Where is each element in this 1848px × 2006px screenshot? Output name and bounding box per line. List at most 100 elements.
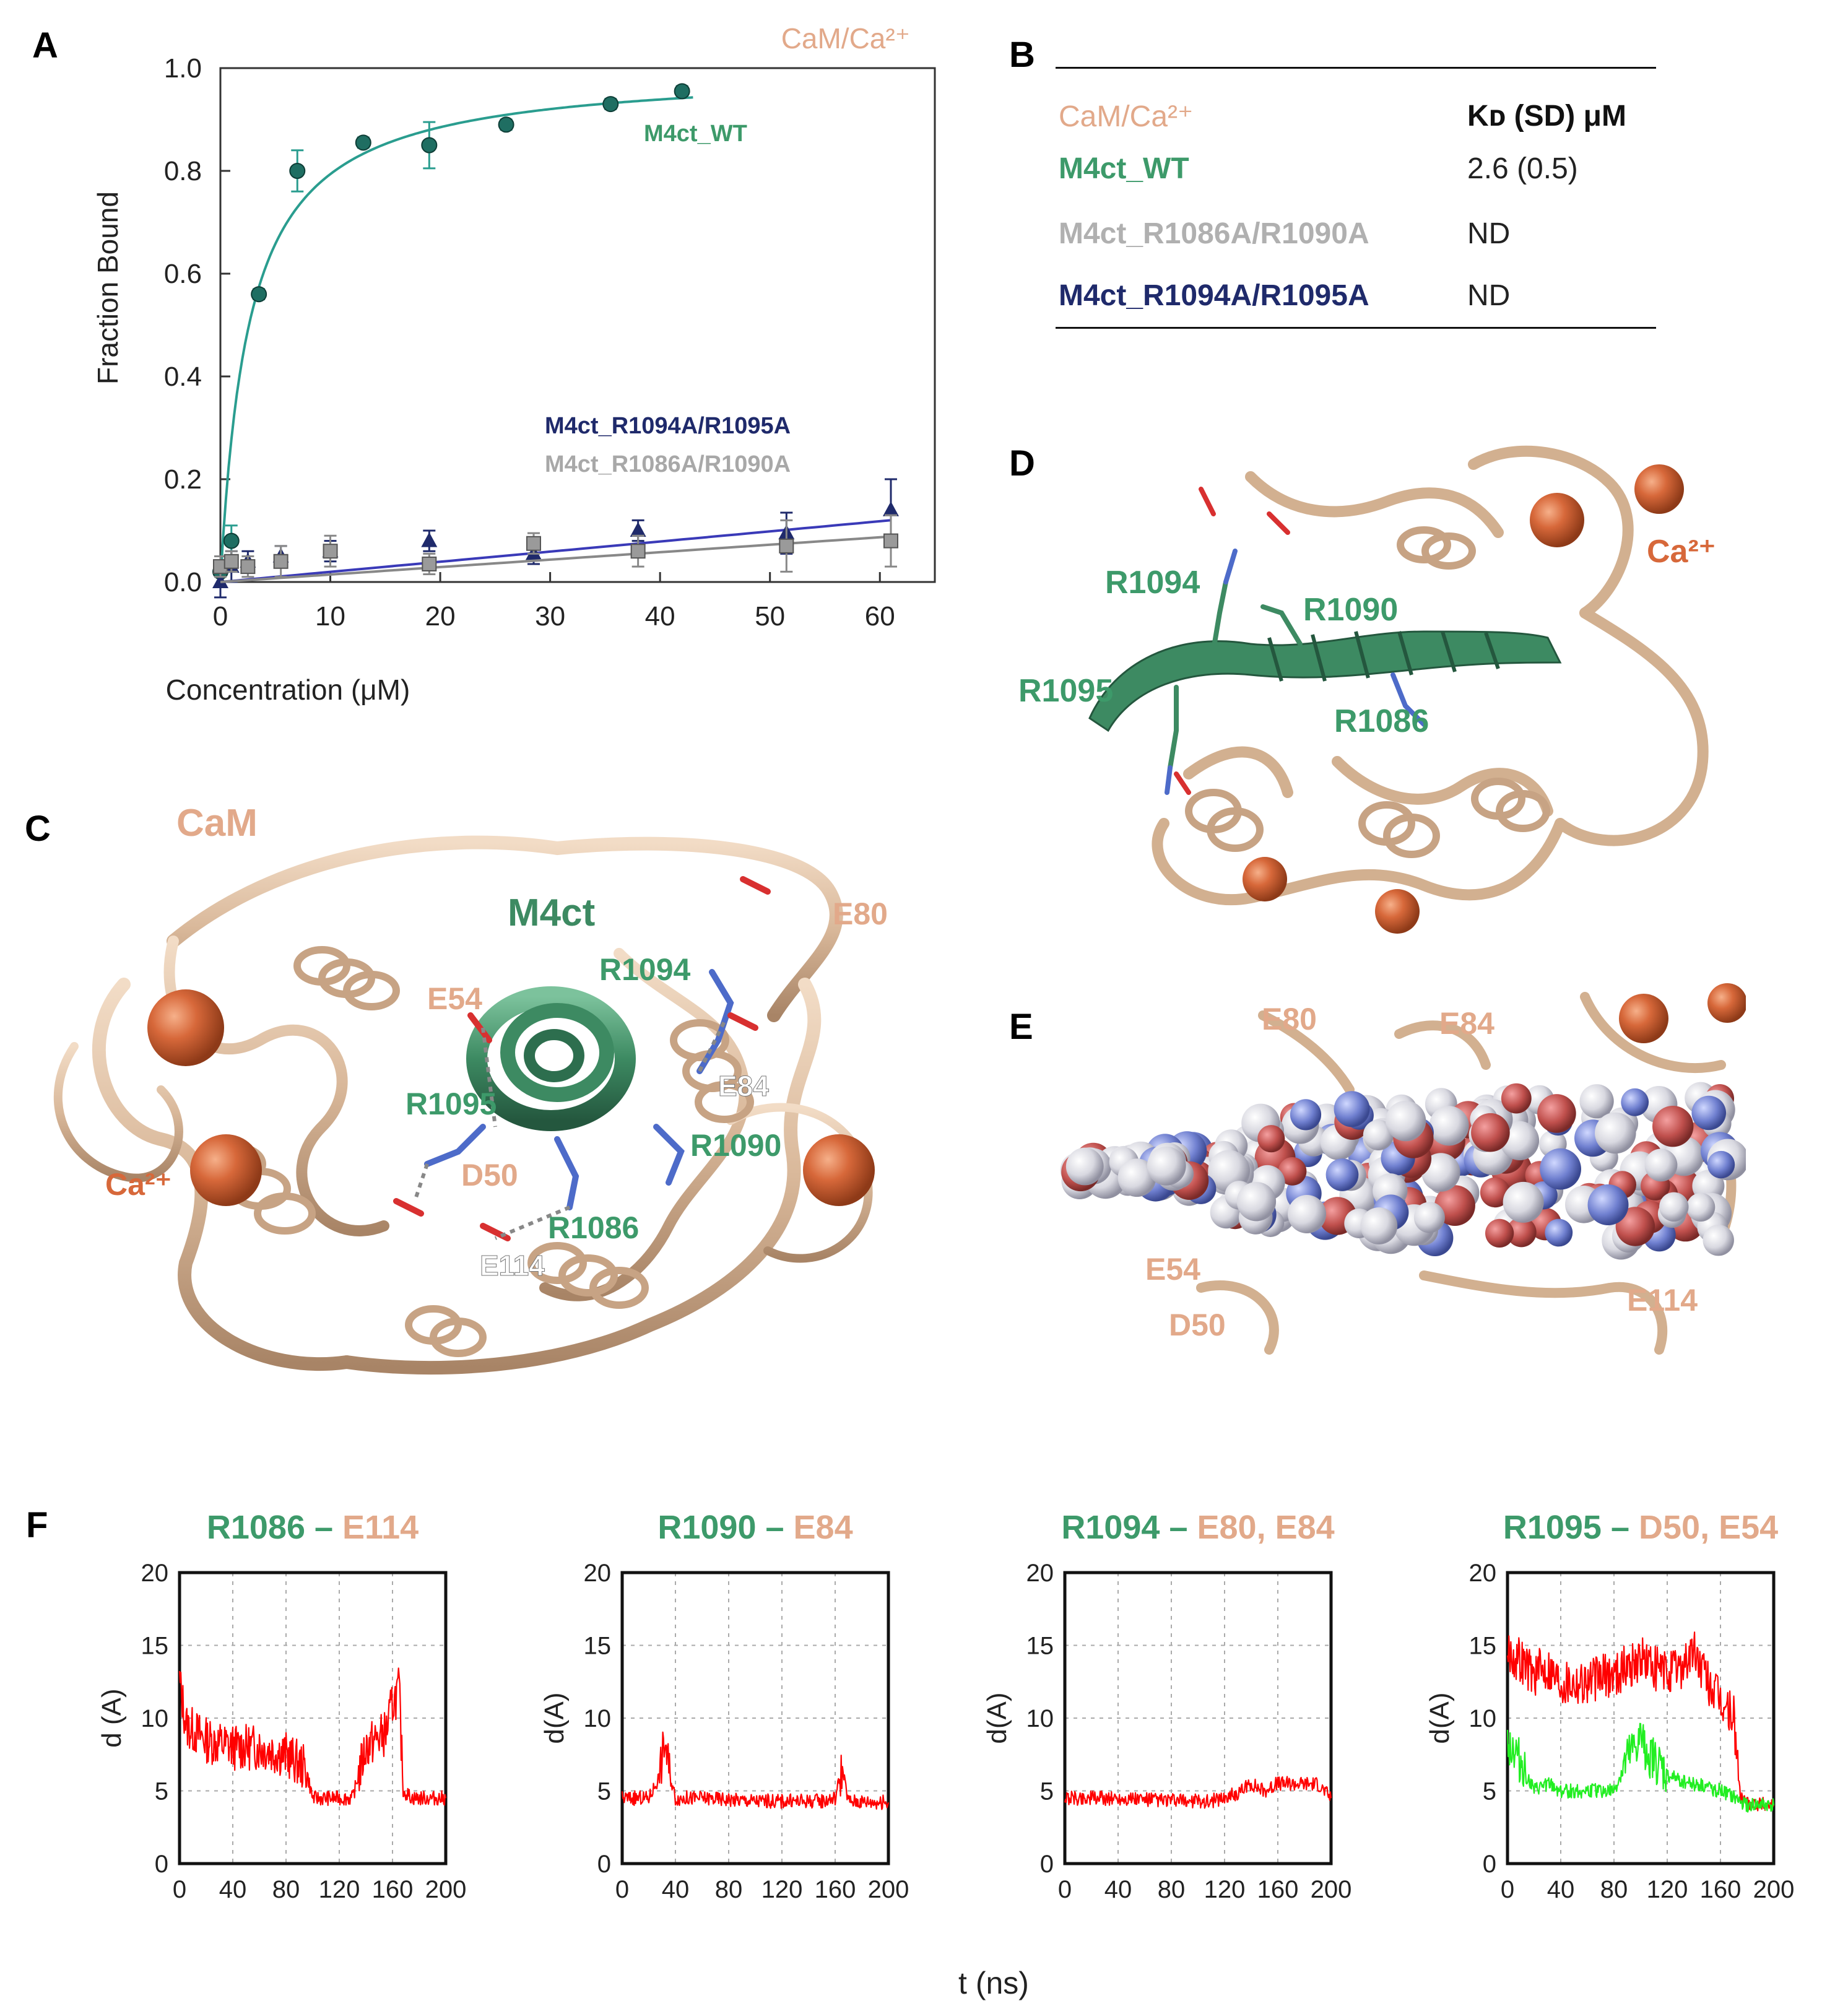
data-point: [526, 536, 541, 551]
label-e54: E54: [427, 981, 482, 1016]
atom-sphere: [1278, 1157, 1307, 1186]
x-tick-label: 120: [319, 1876, 360, 1903]
data-point: [421, 532, 438, 547]
calcium-ion: [1375, 889, 1420, 934]
y-tick-label: 10: [1469, 1705, 1497, 1732]
data-point: [779, 538, 794, 554]
x-tick-label: 160: [372, 1876, 414, 1903]
y-tick-label: 0: [1040, 1851, 1054, 1878]
x-tick-label: 0: [1058, 1876, 1072, 1903]
x-tick-label: 10: [315, 601, 345, 632]
legend-m4ct-r1086a: M4ct_R1086A/R1090A: [545, 451, 791, 477]
data-point: [882, 501, 899, 516]
title-residue-cam: E80, E84: [1187, 1509, 1334, 1546]
title-residue-m4ct: R1090 –: [657, 1509, 784, 1546]
md-chart: R1095 – D50, E54 0 40 80 120 160 200 0 5 10 15 20 d(…: [1425, 1509, 1794, 1903]
x-tick-label: 0: [1501, 1876, 1514, 1903]
x-tick-label: 0: [173, 1876, 186, 1903]
hbond-dashes: [413, 1020, 726, 1240]
m4ct-helix: [1088, 630, 1562, 732]
data-point: [323, 544, 338, 559]
calcium-ion: [1243, 857, 1287, 901]
table-row-value: ND: [1467, 217, 1511, 250]
label-e80: E80: [1262, 1002, 1317, 1036]
atom-sphere: [1471, 1113, 1510, 1152]
atom-sphere: [1288, 1195, 1326, 1233]
chart-a-corner-label: CaM/Ca²⁺: [781, 22, 910, 54]
md-chart: R1086 – E114 0 40 80 120 160 200 0 5 10 15 20 d (A): [97, 1509, 466, 1903]
md-chart-ylabel: d(A): [1425, 1692, 1455, 1743]
atom-sphere: [1686, 1192, 1716, 1222]
md-chart-ylabel: d(A): [539, 1692, 570, 1743]
distance-trace: [1506, 1722, 1775, 1813]
x-tick-label: 40: [645, 601, 675, 632]
table-row-name: M4ct_WT: [1059, 152, 1189, 185]
x-tick-label: 40: [219, 1876, 247, 1903]
data-point: [498, 116, 514, 133]
x-tick-label: 160: [1700, 1876, 1742, 1903]
distance-trace: [621, 1731, 890, 1810]
md-chart-title: R1090 – E84: [657, 1509, 852, 1546]
table-bottom-rule: [1056, 327, 1656, 329]
label-r1095: R1095: [406, 1087, 497, 1121]
data-point: [355, 134, 371, 151]
x-tick-label: 30: [535, 601, 565, 632]
calcium-ion: [1707, 983, 1746, 1023]
label-e54: E54: [1145, 1252, 1200, 1287]
label-d50: D50: [461, 1158, 518, 1192]
atom-sphere: [1703, 1225, 1734, 1256]
md-chart-frame: [1506, 1571, 1776, 1865]
panel-letter-c: C: [25, 809, 51, 849]
calcium-ion: [190, 1134, 262, 1206]
atom-sphere: [1290, 1099, 1322, 1131]
m4ct-helix: [466, 986, 636, 1131]
atom-sphere: [1579, 1084, 1614, 1119]
y-tick-label: 10: [584, 1705, 612, 1732]
atom-sphere: [1117, 1158, 1156, 1197]
x-tick-label: 160: [815, 1876, 856, 1903]
label-r1095: R1095: [1018, 673, 1113, 709]
x-tick-label: 200: [868, 1876, 909, 1903]
panel-letter-e: E: [1009, 1007, 1033, 1047]
atom-sphere: [1540, 1148, 1581, 1190]
y-tick-label: 15: [1026, 1633, 1054, 1660]
fit-line: [220, 519, 891, 583]
label-m4ct: M4ct: [508, 892, 595, 934]
data-point: [240, 559, 256, 575]
atom-sphere: [1501, 1083, 1532, 1114]
x-tick-label: 50: [755, 601, 785, 632]
atom-sphere: [1421, 1153, 1460, 1192]
x-tick-label: 200: [1311, 1876, 1352, 1903]
label-r1094: R1094: [1105, 565, 1200, 601]
y-tick-label: 20: [584, 1560, 612, 1587]
atom-sphere: [1615, 1207, 1655, 1246]
md-chart-title: R1086 – E114: [207, 1509, 419, 1546]
panel-letter-f: F: [26, 1505, 48, 1545]
x-tick-label: 40: [1547, 1876, 1575, 1903]
atom-sphere: [1257, 1125, 1285, 1153]
label-r1094: R1094: [599, 952, 691, 987]
calcium-ion: [1634, 464, 1684, 514]
cam-helix-coils: [204, 946, 754, 1357]
atom-sphere: [1545, 1218, 1573, 1247]
label-e114: E114: [1627, 1283, 1698, 1318]
panel-letter-b: B: [1009, 35, 1035, 75]
panel-letter-a: A: [32, 25, 58, 66]
atom-sphere: [1360, 1207, 1398, 1244]
atom-sphere: [1595, 1112, 1636, 1154]
md-chart-ylabel: d (A): [97, 1688, 127, 1747]
atom-sphere: [1325, 1158, 1359, 1191]
atom-sphere: [1659, 1192, 1689, 1222]
title-residue-cam: E114: [333, 1509, 419, 1546]
y-tick-label: 0.0: [164, 567, 202, 597]
x-tick-label: 40: [1104, 1876, 1132, 1903]
md-chart-title: R1095 – D50, E54: [1503, 1509, 1778, 1546]
x-tick-label: 80: [272, 1876, 300, 1903]
x-tick-label: 160: [1257, 1876, 1299, 1903]
side-chain-sticks: [1165, 487, 1426, 795]
data-point: [251, 286, 267, 303]
title-residue-cam: D50, E54: [1629, 1509, 1778, 1546]
chart-a-frame: [219, 67, 936, 583]
atom-sphere: [1413, 1202, 1445, 1233]
